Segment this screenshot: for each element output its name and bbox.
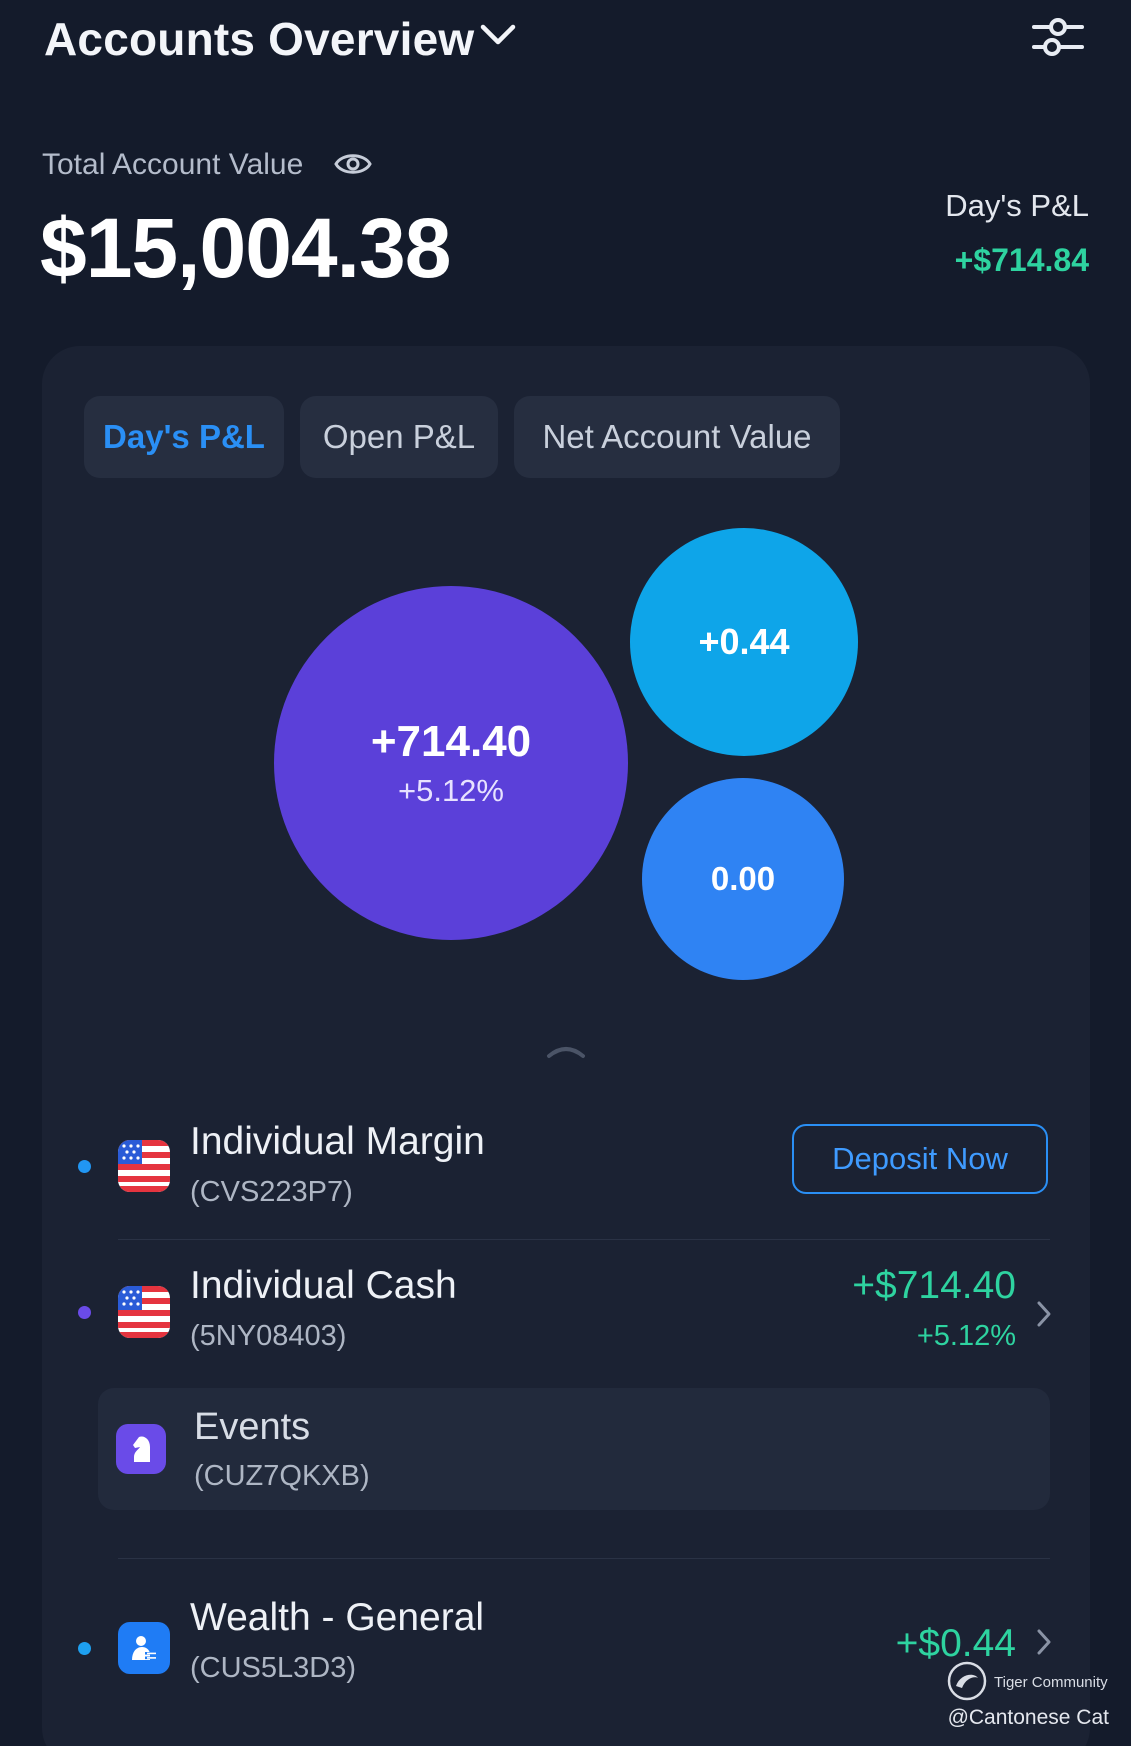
us-flag-icon — [118, 1286, 170, 1338]
total-account-value-label: Total Account Value — [42, 148, 304, 181]
account-row-events[interactable]: Events (CUZ7QKXB) — [98, 1388, 1050, 1510]
chevron-down-icon[interactable] — [480, 22, 516, 48]
account-name: Individual Cash — [190, 1264, 457, 1307]
divider — [118, 1239, 1050, 1240]
us-flag-icon — [118, 1140, 170, 1192]
deposit-now-button[interactable]: Deposit Now — [792, 1124, 1048, 1194]
account-dot — [78, 1160, 91, 1173]
page-title[interactable]: Accounts Overview — [44, 13, 475, 65]
filter-settings-icon[interactable] — [1030, 14, 1086, 60]
total-account-value: $15,004.38 — [40, 201, 451, 295]
tiger-logo-icon — [947, 1661, 987, 1701]
account-row-wealth-general[interactable]: Wealth - General (CUS5L3D3) +$0.44 — [42, 1596, 1090, 1696]
account-pl-amount: +$714.40 — [852, 1264, 1016, 1307]
account-id: (5NY08403) — [190, 1320, 347, 1352]
account-id: (CVS223P7) — [190, 1176, 353, 1208]
bubble-individual-cash[interactable]: +714.40 +5.12% — [274, 586, 628, 940]
account-id: (CUS5L3D3) — [190, 1652, 356, 1684]
bubble-value: +0.44 — [698, 621, 790, 662]
knight-icon — [116, 1424, 166, 1474]
bubble-percent: +5.12% — [397, 773, 504, 808]
chevron-right-icon[interactable] — [1036, 1628, 1052, 1656]
account-id: (CUZ7QKXB) — [194, 1460, 370, 1492]
watermark-handle: @Cantonese Cat — [947, 1706, 1109, 1729]
bubble-value: 0.00 — [710, 860, 776, 897]
account-dot — [78, 1642, 91, 1655]
eye-icon[interactable] — [334, 148, 372, 180]
day-pl-label: Day's P&L — [945, 188, 1089, 223]
watermark-brand: Tiger Community — [994, 1674, 1108, 1691]
accounts-card: Day's P&L Open P&L Net Account Value +71… — [42, 346, 1090, 1746]
chevron-up-icon[interactable] — [546, 1042, 586, 1060]
bubble-value: +714.40 — [370, 717, 532, 766]
account-dot — [78, 1306, 91, 1319]
chevron-right-icon[interactable] — [1036, 1300, 1052, 1328]
account-pl-percent: +5.12% — [916, 1320, 1016, 1352]
divider — [118, 1558, 1050, 1559]
account-name: Wealth - General — [190, 1596, 485, 1639]
account-name: Individual Margin — [190, 1120, 485, 1163]
account-pl-amount: +$0.44 — [895, 1622, 1016, 1665]
tab-open-pl[interactable]: Open P&L — [300, 396, 498, 478]
bubble-wealth-general[interactable]: +0.44 — [630, 528, 858, 756]
account-row-individual-cash[interactable]: Individual Cash (5NY08403) +$714.40 +5.1… — [42, 1264, 1090, 1364]
header: Accounts Overview — [0, 0, 1131, 80]
account-row-individual-margin[interactable]: Individual Margin (CVS223P7) Deposit Now — [42, 1120, 1090, 1220]
wealth-icon — [118, 1622, 170, 1674]
account-name: Events — [194, 1406, 311, 1448]
bubble-individual-margin[interactable]: 0.00 — [642, 778, 844, 980]
tab-days-pl[interactable]: Day's P&L — [84, 396, 284, 478]
day-pl-value: +$714.84 — [954, 242, 1089, 278]
tab-net-account-value[interactable]: Net Account Value — [514, 396, 840, 478]
